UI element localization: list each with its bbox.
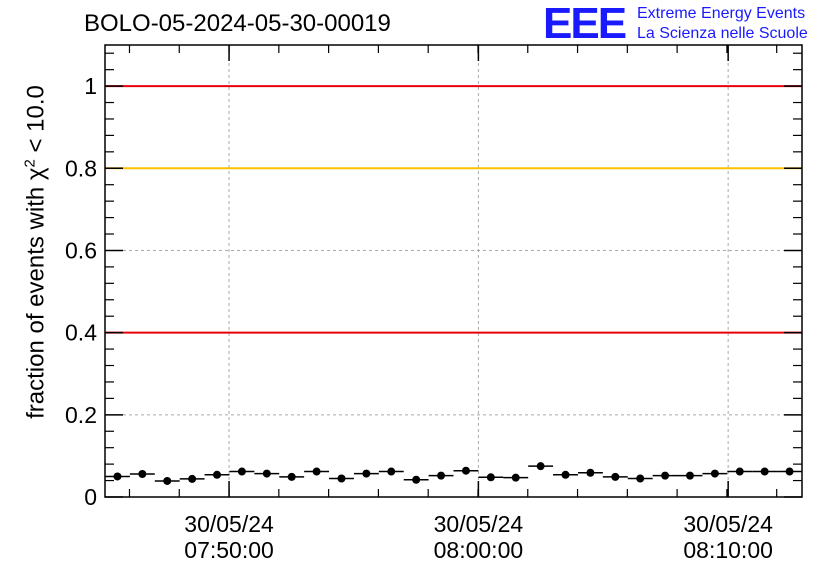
x-tick-date-label: 30/05/24 (434, 511, 524, 537)
data-point (138, 469, 147, 478)
data-point (188, 474, 197, 483)
y-tick-label: 0.8 (65, 155, 97, 181)
plot-frame (104, 44, 803, 498)
y-axis-label-prefix: fraction of events with (22, 180, 50, 419)
data-point (561, 470, 570, 479)
x-tick-time-label: 08:00:00 (434, 537, 524, 563)
y-tick-label: 0 (84, 484, 97, 510)
data-point (213, 470, 222, 479)
data-point (661, 471, 670, 480)
data-point (337, 474, 346, 483)
tick-labels: 00.20.40.60.8130/05/2407:50:0030/05/2408… (65, 73, 773, 563)
axis-ticks (105, 45, 802, 498)
data-point (486, 473, 495, 482)
data-point (163, 476, 172, 485)
logo-line-1: Extreme Energy Events (637, 5, 806, 22)
y-tick-label: 1 (84, 73, 97, 99)
data-point (760, 467, 769, 476)
data-point (536, 462, 545, 471)
y-tick-label: 0.6 (65, 237, 97, 263)
y-axis-label-symbol: χ (22, 167, 50, 181)
data-points (105, 462, 802, 485)
eee-logo: EEE (543, 0, 627, 48)
data-point (287, 472, 296, 481)
data-point (586, 468, 595, 477)
data-point (387, 467, 396, 476)
logo-line-2: La Scienza nelle Scuole (637, 25, 808, 42)
data-point (437, 471, 446, 480)
y-tick-label: 0.4 (65, 320, 97, 346)
data-point (461, 466, 470, 475)
y-axis-label: fraction of events with χ2 < 10.0 (22, 85, 51, 419)
data-point (735, 467, 744, 476)
x-tick-date-label: 30/05/24 (184, 511, 274, 537)
y-axis-label-suffix: < 10.0 (22, 85, 50, 160)
x-tick-time-label: 07:50:00 (184, 537, 274, 563)
data-point (611, 472, 620, 481)
data-point (685, 471, 694, 480)
x-tick-time-label: 08:10:00 (683, 537, 773, 563)
y-axis-label-superscript: 2 (21, 159, 39, 168)
chart-title: BOLO-05-2024-05-30-00019 (84, 10, 391, 37)
data-point (362, 469, 371, 478)
data-point (511, 473, 520, 482)
data-point (113, 472, 122, 481)
data-point (237, 467, 246, 476)
data-point (262, 469, 271, 478)
data-point (636, 474, 645, 483)
reference-lines (105, 85, 802, 334)
data-point (710, 469, 719, 478)
y-tick-label: 0.2 (65, 402, 97, 428)
x-tick-date-label: 30/05/24 (683, 511, 773, 537)
data-point (412, 475, 421, 484)
data-point (785, 467, 794, 476)
data-point (312, 467, 321, 476)
grid-lines (105, 45, 802, 497)
